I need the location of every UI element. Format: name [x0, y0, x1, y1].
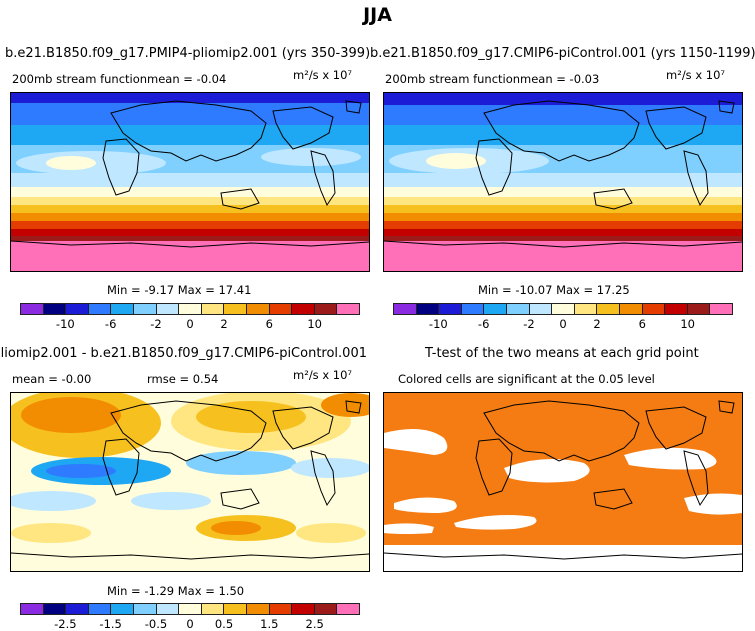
colorbar-swatch [574, 304, 598, 314]
panel2-colorbar [393, 303, 733, 315]
colorbar-swatch [394, 304, 417, 314]
colorbar-swatch [314, 604, 338, 614]
colorbar-tick-label: 0.5 [214, 617, 234, 631]
colorbar-swatch [506, 304, 530, 314]
colorbar-tick-label: -2 [523, 317, 535, 331]
colorbar-swatch [111, 304, 134, 314]
panel4-subtitle: Colored cells are significant at the 0.0… [398, 372, 655, 386]
panel2-min-max: Min = -10.07 Max = 17.25 [478, 283, 630, 297]
colorbar-tick-label: 1.5 [260, 617, 279, 631]
colorbar-swatch [224, 304, 247, 314]
colorbar-swatch [269, 304, 293, 314]
colorbar-swatch [21, 304, 44, 314]
colorbar-swatch [337, 304, 359, 314]
colorbar-swatch [461, 304, 485, 314]
colorbar-swatch [246, 304, 270, 314]
colorbar-tick-label: -6 [477, 317, 490, 331]
colorbar-swatch [21, 604, 44, 614]
colorbar-swatch [269, 604, 293, 614]
colorbar-tick-label: 10 [307, 317, 322, 331]
colorbar-tick-label: 6 [638, 317, 646, 331]
colorbar-swatch [710, 304, 732, 314]
panel1-colorbar-ticks: -10 -6 -2 0 2 6 10 [20, 317, 360, 331]
panel1-units: m²/s x 10⁷ [293, 68, 353, 82]
colorbar-swatch [597, 304, 620, 314]
colorbar-swatch [687, 304, 711, 314]
panel3-colorbar-ticks: -2.5 -1.5 -0.5 0 0.5 1.5 2.5 [20, 617, 360, 631]
panel3-colorbar [20, 603, 360, 615]
panel3-mean-value: mean = -0.00 [12, 372, 92, 386]
panel4-title: T-test of the two means at each grid poi… [425, 346, 699, 361]
colorbar-swatch [619, 304, 643, 314]
panel2-mean-value: mean = -0.03 [520, 72, 600, 86]
colorbar-swatch [156, 604, 180, 614]
colorbar-swatch [314, 304, 338, 314]
colorbar-swatch [246, 604, 270, 614]
colorbar-tick-label: -10 [55, 317, 75, 331]
panel4-significance-field [384, 393, 742, 571]
colorbar-swatch [292, 304, 315, 314]
colorbar-tick-label: -1.5 [99, 617, 122, 631]
colorbar-swatch [88, 304, 112, 314]
colorbar-swatch [552, 304, 575, 314]
colorbar-swatch [43, 604, 67, 614]
colorbar-tick-label: 6 [265, 317, 273, 331]
panel4-map [383, 392, 743, 572]
panel1-map [10, 92, 370, 272]
colorbar-swatch [201, 304, 225, 314]
colorbar-swatch [179, 604, 202, 614]
colorbar-swatch [66, 604, 89, 614]
colorbar-tick-label: 0 [186, 317, 194, 331]
colorbar-tick-label: 0 [186, 617, 194, 631]
panel3-difference-field [11, 393, 369, 571]
colorbar-swatch [133, 304, 157, 314]
panel1-stream-function-field [11, 93, 369, 271]
colorbar-swatch [201, 604, 225, 614]
colorbar-tick-label: 2 [220, 317, 228, 331]
figure-title: JJA [363, 4, 392, 26]
panel2-case-title: b.e21.B1850.f09_g17.CMIP6-piControl.001 … [370, 46, 755, 61]
panel2-variable-label: 200mb stream function [385, 72, 521, 86]
panel2-map [383, 92, 743, 272]
panel1-colorbar [20, 303, 360, 315]
panel2-colorbar-ticks: -10 -6 -2 0 2 6 10 [393, 317, 733, 331]
panel1-variable-label: 200mb stream function [12, 72, 148, 86]
colorbar-swatch [133, 604, 157, 614]
panel2-stream-function-field [384, 93, 742, 271]
colorbar-swatch [156, 304, 180, 314]
colorbar-swatch [337, 604, 359, 614]
colorbar-tick-label: 2.5 [305, 617, 324, 631]
panel3-units: m²/s x 10⁷ [293, 368, 353, 382]
colorbar-swatch [416, 304, 440, 314]
panel3-rmse-value: rmse = 0.54 [147, 372, 219, 386]
colorbar-swatch [111, 604, 134, 614]
colorbar-tick-label: -6 [104, 317, 117, 331]
panel1-case-title: b.e21.B1850.f09_g17.PMIP4-pliomip2.001 (… [5, 46, 371, 61]
panel3-map [10, 392, 370, 572]
colorbar-swatch [642, 304, 666, 314]
colorbar-swatch [88, 604, 112, 614]
colorbar-tick-label: -2.5 [54, 617, 77, 631]
colorbar-swatch [665, 304, 688, 314]
colorbar-tick-label: 0 [559, 317, 567, 331]
colorbar-tick-label: -0.5 [144, 617, 168, 631]
colorbar-tick-label: -10 [428, 317, 448, 331]
colorbar-swatch [179, 304, 202, 314]
panel1-mean-value: mean = -0.04 [147, 72, 227, 86]
colorbar-swatch [439, 304, 462, 314]
colorbar-swatch [224, 604, 247, 614]
colorbar-swatch [529, 304, 553, 314]
colorbar-tick-label: 10 [680, 317, 695, 331]
colorbar-swatch [484, 304, 507, 314]
panel2-units: m²/s x 10⁷ [666, 68, 726, 82]
colorbar-tick-label: 2 [593, 317, 601, 331]
colorbar-swatch [66, 304, 89, 314]
panel3-min-max: Min = -1.29 Max = 1.50 [107, 584, 245, 598]
panel3-case-title: b.e21.B1850.f09_g17.PMIP4-pliomip2.001 -… [0, 346, 367, 361]
panel1-min-max: Min = -9.17 Max = 17.41 [107, 283, 252, 297]
colorbar-swatch [292, 604, 315, 614]
colorbar-swatch [43, 304, 67, 314]
colorbar-tick-label: -2 [150, 317, 162, 331]
